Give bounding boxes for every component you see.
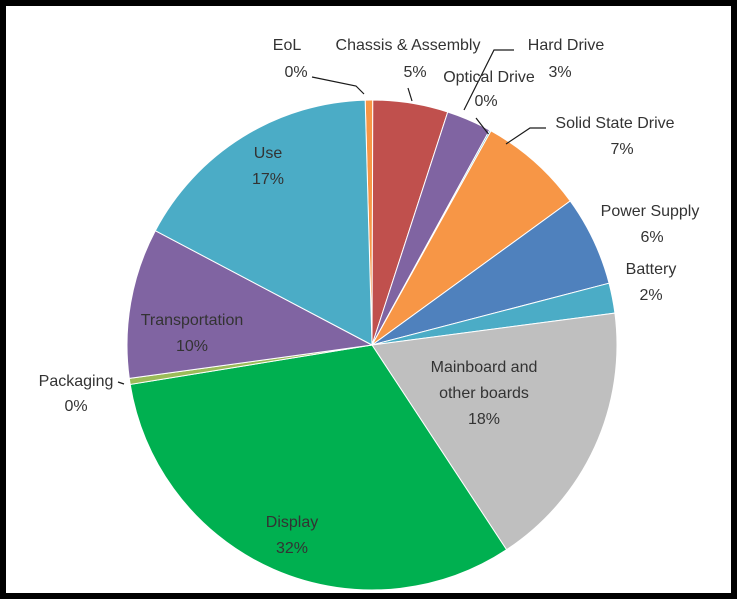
slice-use — [154, 99, 373, 346]
slice-display — [129, 344, 508, 591]
label-hard-drive: Hard Drive 3% — [528, 37, 605, 81]
label-solid-state-drive: Solid State Drive 7% — [555, 115, 674, 158]
label-eol: EoL 0% — [273, 37, 308, 81]
label-chassis-and-assembly: Chassis & Assembly 5% — [336, 37, 481, 81]
slice-solid-state-drive — [371, 130, 571, 346]
chart-frame: EoL 0% Chassis & Assembly 5% Hard Drive 3% Opt… — [6, 6, 731, 593]
label-mainboard-and-other-boards: Mainboard and other boards 18% — [431, 359, 538, 428]
label-power-supply: Power Supply 6% — [601, 203, 700, 246]
leader-line-hard-drive — [463, 49, 514, 111]
leader-line-solid-state-drive — [505, 127, 546, 145]
slice-mainboard-and-other-boards — [371, 312, 618, 551]
slice-transportation — [126, 230, 374, 379]
label-packaging: Packaging 0% — [39, 373, 114, 415]
label-transportation: Transportation 10% — [141, 312, 244, 355]
leader-line-eol — [311, 76, 365, 95]
label-optical-drive: Optical Drive 0% — [443, 69, 535, 110]
label-use: Use 17% — [252, 145, 284, 188]
label-battery: Battery 2% — [626, 261, 677, 304]
leader-line-optical-drive — [475, 117, 489, 135]
leader-line-chassis-and-assembly — [407, 87, 413, 102]
leader-line-packaging — [117, 381, 125, 385]
label-display: Display 32% — [266, 514, 318, 557]
pie-chart: EoL 0% Chassis & Assembly 5% Hard Drive 3%Opt… — [39, 37, 700, 591]
